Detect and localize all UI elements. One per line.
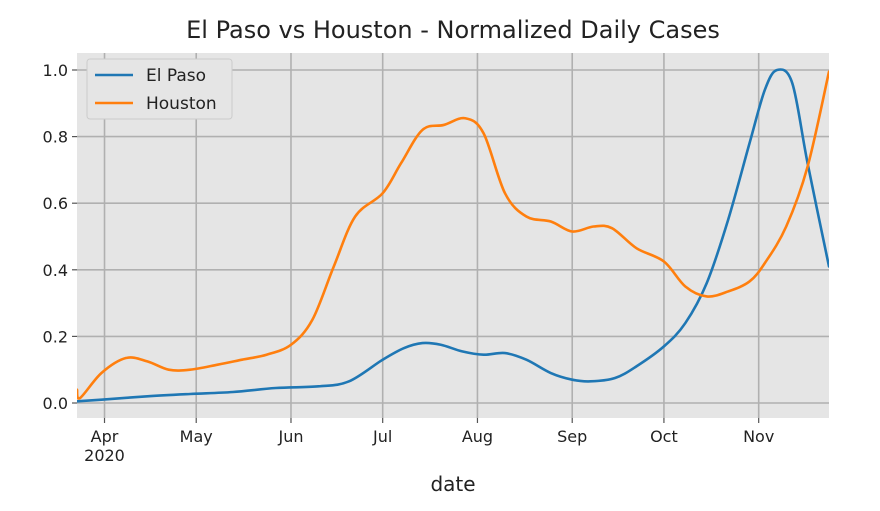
- y-tick-label: 0.4: [43, 261, 68, 280]
- x-tick-label: Jul: [372, 427, 392, 446]
- y-tick-label: 0.8: [43, 128, 68, 147]
- y-tick-label: 0.6: [43, 194, 68, 213]
- x-tick-label: May: [180, 427, 213, 446]
- x-axis-label: date: [430, 472, 475, 496]
- y-tick-label: 1.0: [43, 61, 68, 80]
- series-lines: [77, 68, 829, 403]
- x-tick-label: Aug: [462, 427, 493, 446]
- x-tick-label: Nov: [743, 427, 774, 446]
- x-tick-label: Apr: [91, 427, 119, 446]
- legend-label-houston: Houston: [146, 94, 217, 114]
- legend-label-el-paso: El Paso: [146, 66, 206, 86]
- x-tick-sublabel: 2020: [84, 446, 125, 465]
- y-tick-label: 0.0: [43, 394, 68, 413]
- y-tick-label: 0.2: [43, 327, 68, 346]
- legend: El Paso Houston: [86, 58, 233, 120]
- x-tick-label: Oct: [650, 427, 678, 446]
- series-line-el-paso: [77, 68, 829, 403]
- x-tick-label: Sep: [557, 427, 587, 446]
- chart-title: El Paso vs Houston - Normalized Daily Ca…: [186, 16, 720, 44]
- series-line-houston: [77, 70, 829, 400]
- x-tick-label: Jun: [277, 427, 303, 446]
